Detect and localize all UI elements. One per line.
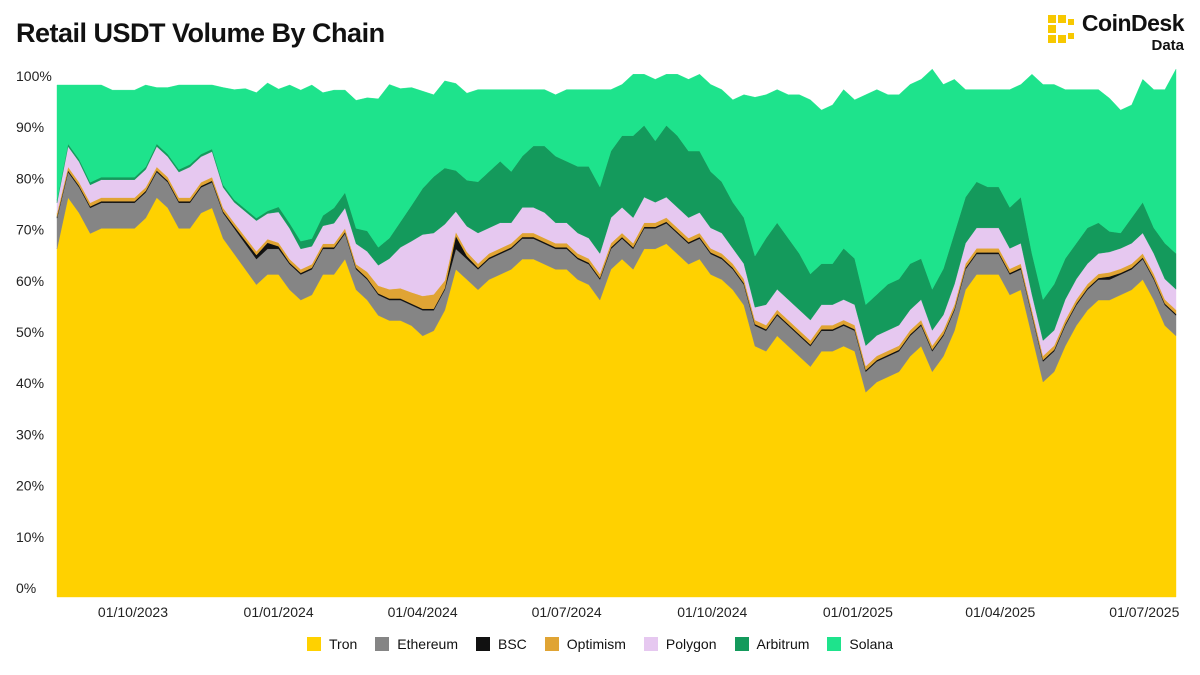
legend-item-polygon: Polygon bbox=[643, 636, 717, 652]
y-tick-label: 40% bbox=[16, 375, 44, 391]
legend-item-optimism: Optimism bbox=[544, 636, 626, 652]
y-tick-label: 0% bbox=[16, 580, 36, 596]
legend-item-ethereum: Ethereum bbox=[375, 636, 458, 652]
legend-label: Tron bbox=[329, 636, 358, 652]
legend-label: BSC bbox=[497, 636, 527, 652]
legend-label: Solana bbox=[849, 636, 893, 652]
x-tick-label: 01/07/2024 bbox=[532, 604, 602, 620]
y-tick-label: 50% bbox=[16, 324, 44, 340]
legend-label: Polygon bbox=[665, 636, 717, 652]
y-tick-label: 80% bbox=[16, 170, 44, 186]
y-tick-label: 10% bbox=[16, 529, 44, 545]
coindesk-logo-icon bbox=[1047, 15, 1074, 43]
x-tick-label: 01/01/2024 bbox=[244, 604, 314, 620]
y-tick-label: 90% bbox=[16, 119, 44, 135]
y-tick-label: 100% bbox=[16, 68, 52, 84]
legend-item-tron: Tron bbox=[307, 636, 357, 652]
chart-title: Retail USDT Volume By Chain bbox=[16, 18, 385, 48]
x-tick-label: 01/10/2023 bbox=[98, 604, 168, 620]
legend-label: Ethereum bbox=[397, 636, 458, 652]
x-tick-label: 01/07/2025 bbox=[1109, 604, 1179, 620]
legend-item-bsc: BSC bbox=[475, 636, 527, 652]
legend-item-arbitrum: Arbitrum bbox=[734, 636, 810, 652]
x-tick-label: 01/04/2025 bbox=[965, 604, 1035, 620]
legend-swatch bbox=[827, 637, 842, 651]
legend-item-solana: Solana bbox=[827, 636, 893, 652]
legend-swatch bbox=[475, 637, 490, 651]
legend-label: Arbitrum bbox=[756, 636, 810, 652]
y-tick-label: 20% bbox=[16, 478, 44, 494]
brand-name: CoinDesk bbox=[1081, 10, 1185, 36]
coindesk-logo: CoinDesk Data bbox=[1047, 10, 1185, 54]
legend-label: Optimism bbox=[566, 636, 626, 652]
y-tick-label: 30% bbox=[16, 426, 44, 442]
x-tick-label: 01/04/2024 bbox=[388, 604, 458, 620]
y-tick-label: 60% bbox=[16, 273, 44, 289]
x-tick-label: 01/01/2025 bbox=[823, 604, 893, 620]
y-tick-label: 70% bbox=[16, 222, 44, 238]
legend: Tron Ethereum BSC Optimism Polygon Arbitrum So… bbox=[0, 636, 1200, 652]
legend-swatch bbox=[307, 637, 321, 651]
legend-swatch bbox=[375, 637, 390, 651]
x-tick-label: 01/10/2024 bbox=[677, 604, 747, 620]
brand-subtitle: Data bbox=[1151, 37, 1184, 54]
area-solana bbox=[56, 68, 1177, 306]
legend-swatch bbox=[734, 637, 749, 651]
legend-swatch bbox=[544, 637, 559, 651]
legend-swatch bbox=[643, 637, 658, 651]
